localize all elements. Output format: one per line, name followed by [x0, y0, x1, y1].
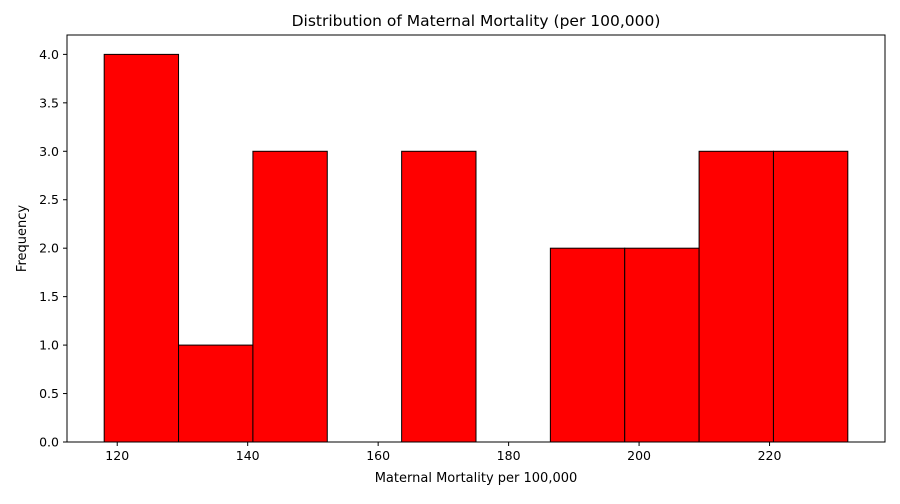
x-tick-label: 220: [758, 448, 782, 463]
histogram-bar: [252, 150, 328, 443]
x-tick-label: 140: [236, 448, 260, 463]
y-tick-label: 3.0: [39, 144, 59, 159]
plot-area-frame: [66, 34, 886, 443]
histogram-bar: [698, 150, 774, 443]
histogram-bar: [178, 344, 254, 443]
y-tick-label: 0.0: [39, 435, 59, 450]
x-tick-label: 180: [497, 448, 521, 463]
histogram-bar: [401, 150, 477, 443]
y-axis-title: Frequency: [15, 205, 30, 272]
y-tick-label: 1.5: [39, 289, 59, 304]
y-tick-label: 0.5: [39, 386, 59, 401]
y-tick-label: 1.0: [39, 338, 59, 353]
y-tick-label: 3.5: [39, 95, 59, 110]
x-axis-ticks: 120 140 160 180 200 220: [105, 442, 782, 463]
x-tick-label: 200: [627, 448, 651, 463]
y-axis-ticks: 0.0 0.5 1.0 1.5 2.0 2.5 3.0 3.5 4.0: [39, 47, 67, 450]
x-tick-label: 160: [366, 448, 390, 463]
x-tick-label: 120: [105, 448, 129, 463]
y-tick-label: 4.0: [39, 47, 59, 62]
y-tick-label: 2.0: [39, 241, 59, 256]
chart-title: Distribution of Maternal Mortality (per …: [292, 12, 661, 30]
y-tick-label: 2.5: [39, 192, 59, 207]
histogram-bar: [772, 150, 849, 443]
histogram-bar: [624, 247, 700, 443]
histogram-bar: [549, 247, 626, 443]
x-axis-title: Maternal Mortality per 100,000: [375, 471, 578, 486]
bars-layer: [103, 53, 849, 443]
histogram-bar: [103, 53, 180, 443]
